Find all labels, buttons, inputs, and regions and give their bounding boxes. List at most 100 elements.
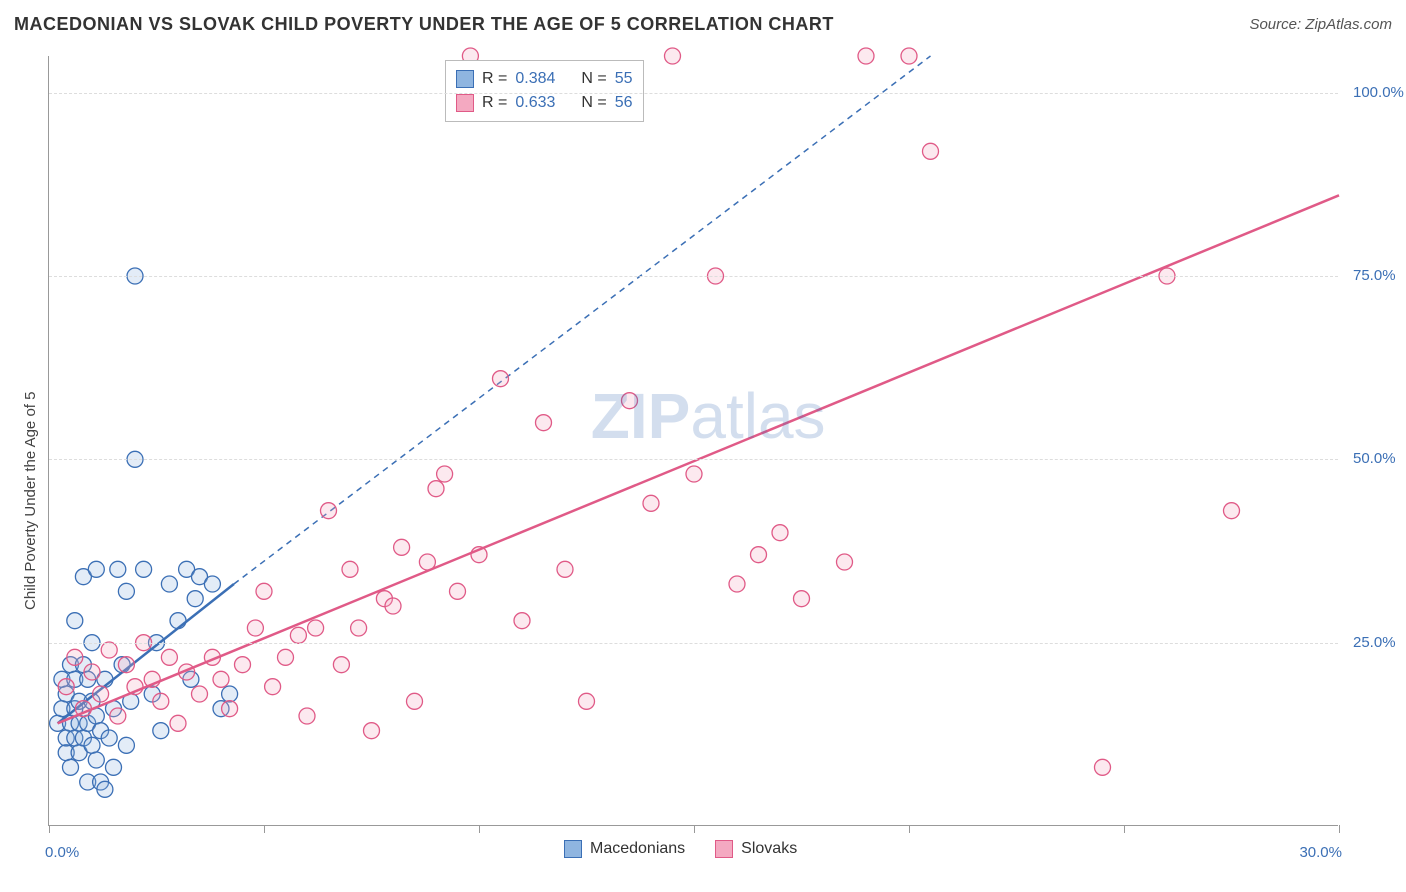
data-point [93,686,109,702]
data-point [772,525,788,541]
n-value: 56 [615,91,633,115]
chart-header: MACEDONIAN VS SLOVAK CHILD POVERTY UNDER… [14,14,1392,35]
data-point [192,686,208,702]
data-point [1224,503,1240,519]
data-point [265,679,281,695]
data-point [187,591,203,607]
correlation-row: R = 0.633 N = 56 [456,91,633,115]
data-point [97,781,113,797]
data-point [901,48,917,64]
legend-label: Slovaks [741,840,797,858]
data-point [794,591,810,607]
legend-label: Macedonians [590,840,685,858]
data-point [665,48,681,64]
x-tick [1339,825,1340,833]
correlation-row: R =0.384N =55 [456,67,633,91]
r-label: R = [482,91,507,115]
legend-item: Macedonians [564,840,685,858]
data-point [88,752,104,768]
data-point [557,561,573,577]
data-point [437,466,453,482]
data-point [299,708,315,724]
x-tick [479,825,480,833]
legend-swatch [715,840,733,858]
y-tick-label: 100.0% [1353,84,1404,101]
data-point [110,561,126,577]
chart-svg [49,56,1339,826]
data-point [278,649,294,665]
data-point [235,657,251,673]
chart-source: Source: ZipAtlas.com [1249,16,1392,33]
data-point [385,598,401,614]
data-point [161,649,177,665]
data-point [514,613,530,629]
data-point [643,495,659,511]
data-point [493,371,509,387]
data-point [58,679,74,695]
x-tick [694,825,695,833]
gridline-h [49,276,1338,277]
data-point [118,737,134,753]
gridline-h [49,643,1338,644]
data-point [536,415,552,431]
data-point [428,481,444,497]
legend-bottom: Macedonians Slovaks [564,840,797,858]
data-point [247,620,263,636]
r-value: 0.384 [515,67,555,91]
x-tick [49,825,50,833]
data-point [751,547,767,563]
data-point [394,539,410,555]
data-point [84,737,100,753]
data-point [364,723,380,739]
data-point [1095,759,1111,775]
gridline-h [49,459,1338,460]
n-label: N = [581,67,606,91]
x-tick [1124,825,1125,833]
data-point [136,561,152,577]
data-point [407,693,423,709]
data-point [170,715,186,731]
data-point [579,693,595,709]
data-point [101,730,117,746]
data-point [686,466,702,482]
data-point [222,701,238,717]
legend-item: Slovaks [715,840,797,858]
data-point [101,642,117,658]
y-tick-label: 75.0% [1353,267,1396,284]
data-point [84,664,100,680]
data-point [63,759,79,775]
plot-area: ZIPatlas R =0.384N =55R =0.633N =56 25.0… [48,56,1338,826]
data-point [88,561,104,577]
correlation-box: R =0.384N =55R =0.633N =56 [445,60,644,122]
data-point [161,576,177,592]
x-tick [909,825,910,833]
data-point [170,613,186,629]
r-label: R = [482,67,507,91]
x-tick [264,825,265,833]
data-point [342,561,358,577]
data-point [213,671,229,687]
data-point [308,620,324,636]
x-axis-label-right: 30.0% [1299,844,1342,861]
data-point [204,576,220,592]
data-point [837,554,853,570]
data-point [333,657,349,673]
n-label: N = [581,91,606,115]
data-point [256,583,272,599]
r-value: 0.633 [515,91,555,115]
data-point [729,576,745,592]
data-point [923,143,939,159]
legend-swatch [456,94,474,112]
data-point [67,613,83,629]
legend-swatch [456,70,474,88]
data-point [106,759,122,775]
data-point [622,393,638,409]
trend-line-dashed [234,56,931,584]
x-axis-label-left: 0.0% [45,844,79,861]
y-tick-label: 50.0% [1353,450,1396,467]
chart-title: MACEDONIAN VS SLOVAK CHILD POVERTY UNDER… [14,14,834,35]
data-point [67,649,83,665]
data-point [153,693,169,709]
data-point [351,620,367,636]
data-point [118,657,134,673]
